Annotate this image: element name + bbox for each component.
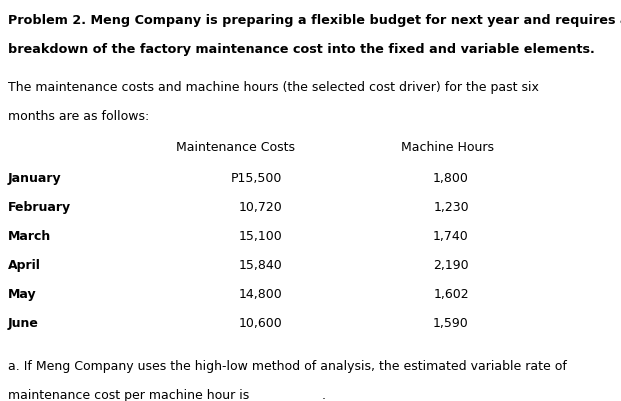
- Text: March: March: [8, 229, 52, 242]
- Text: months are as follows:: months are as follows:: [8, 109, 149, 122]
- Text: Machine Hours: Machine Hours: [401, 141, 494, 154]
- Text: a. If Meng Company uses the high-low method of analysis, the estimated variable : a. If Meng Company uses the high-low met…: [8, 359, 567, 372]
- Text: 10,720: 10,720: [239, 200, 283, 213]
- Text: 1,230: 1,230: [433, 200, 469, 213]
- Text: maintenance cost per machine hour is ___________.: maintenance cost per machine hour is ___…: [8, 388, 326, 401]
- Text: 1,590: 1,590: [433, 316, 469, 329]
- Text: breakdown of the factory maintenance cost into the fixed and variable elements.: breakdown of the factory maintenance cos…: [8, 43, 595, 56]
- Text: April: April: [8, 258, 41, 271]
- Text: January: January: [8, 171, 61, 184]
- Text: The maintenance costs and machine hours (the selected cost driver) for the past : The maintenance costs and machine hours …: [8, 81, 539, 93]
- Text: 10,600: 10,600: [239, 316, 283, 329]
- Text: 1,602: 1,602: [433, 287, 469, 300]
- Text: Problem 2. Meng Company is preparing a flexible budget for next year and require: Problem 2. Meng Company is preparing a f…: [8, 14, 621, 27]
- Text: Maintenance Costs: Maintenance Costs: [176, 141, 296, 154]
- Text: 15,840: 15,840: [239, 258, 283, 271]
- Text: 2,190: 2,190: [433, 258, 469, 271]
- Text: 1,740: 1,740: [433, 229, 469, 242]
- Text: P15,500: P15,500: [231, 171, 283, 184]
- Text: June: June: [8, 316, 39, 329]
- Text: February: February: [8, 200, 71, 213]
- Text: May: May: [8, 287, 37, 300]
- Text: 15,100: 15,100: [239, 229, 283, 242]
- Text: 14,800: 14,800: [239, 287, 283, 300]
- Text: 1,800: 1,800: [433, 171, 469, 184]
